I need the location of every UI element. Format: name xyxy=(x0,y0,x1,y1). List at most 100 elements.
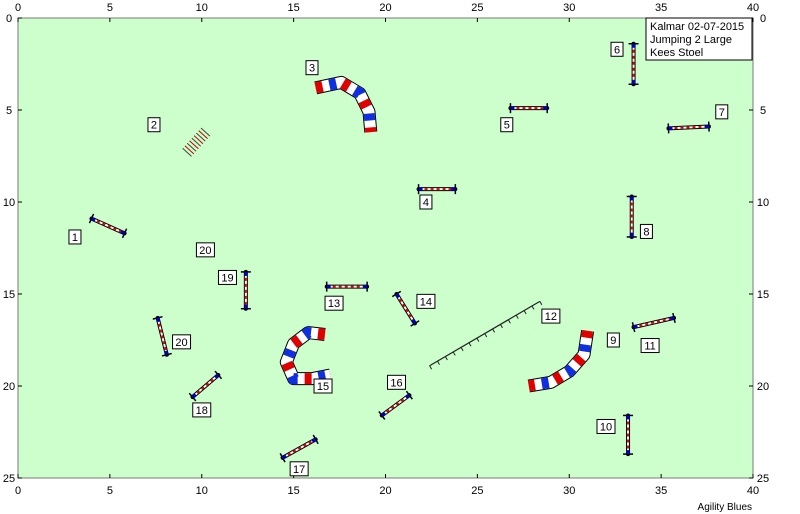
jump-wing xyxy=(672,312,676,323)
obstacle-20-jump: 20 xyxy=(152,315,192,357)
info-box: Kalmar 02-07-2015 Jumping 2 Large Kees S… xyxy=(645,17,753,61)
obstacle-20-marker: 20 xyxy=(195,242,215,258)
wall-slat xyxy=(191,137,202,147)
jump-pole-red xyxy=(668,125,709,130)
obstacle-number: 9 xyxy=(610,335,616,347)
wall-slat xyxy=(193,135,204,145)
obstacle-number: 5 xyxy=(504,120,510,132)
obstacle-number-box xyxy=(147,117,161,133)
longjump-tick xyxy=(515,314,519,319)
x-tick-label-top: 15 xyxy=(288,2,300,14)
obstacle-number: 7 xyxy=(719,107,725,119)
footer-label: Agility Blues xyxy=(698,502,752,513)
longjump-tick xyxy=(507,319,511,324)
obstacle-19-jump: 19 xyxy=(217,269,251,311)
x-tick-label-top: 35 xyxy=(655,2,667,14)
obstacle-number-box xyxy=(305,60,319,76)
info-judge: Kees Stoel xyxy=(650,47,703,59)
jump-end-left xyxy=(633,324,638,329)
y-tick-label-left: 0 xyxy=(6,13,12,25)
obstacle-number: 2 xyxy=(151,120,157,132)
info-event: Kalmar 02-07-2015 xyxy=(650,21,744,33)
jump-pole-red xyxy=(156,317,168,355)
jump-end-left xyxy=(90,217,96,222)
obstacle-number: 14 xyxy=(420,296,432,308)
obstacle-1-jump: 1 xyxy=(68,213,128,245)
longjump-tick xyxy=(444,356,448,361)
wall-slat xyxy=(196,132,206,142)
x-tick-label-top: 5 xyxy=(107,2,113,14)
obstacle-15-tunnel: 15 xyxy=(279,326,333,394)
x-tick-label-top: 0 xyxy=(15,2,21,14)
x-tick-label-bottom: 30 xyxy=(563,485,575,497)
jump-end-right xyxy=(120,230,126,235)
obstacle-number: 17 xyxy=(293,464,305,476)
obstacle-number-box xyxy=(195,242,215,258)
jump-end-right xyxy=(311,438,317,443)
x-tick-label-bottom: 5 xyxy=(107,485,113,497)
longjump-tick xyxy=(500,324,503,329)
obstacle-number: 3 xyxy=(309,63,315,75)
jump-end-left xyxy=(380,411,386,417)
obstacle-number-box xyxy=(639,223,653,239)
obstacle-number-box xyxy=(313,378,333,394)
wall-slat xyxy=(182,147,192,157)
obstacle-8-jump: 8 xyxy=(626,194,653,239)
wall-slat xyxy=(200,127,211,137)
longjump-rail xyxy=(429,300,541,367)
longjump-tick xyxy=(429,365,433,370)
longjump-tick xyxy=(492,328,496,333)
obstacle-9-tunnel: 9 xyxy=(527,329,620,393)
x-tick-label-top: 30 xyxy=(563,2,575,14)
x-tick-label-bottom: 25 xyxy=(471,485,483,497)
longjump-tick xyxy=(476,337,480,342)
x-tick-label-top: 40 xyxy=(747,2,759,14)
obstacle-number-box xyxy=(610,41,624,57)
obstacle-number-box xyxy=(640,338,660,354)
obstacle-6-jump: 6 xyxy=(610,41,639,87)
wall-slat xyxy=(184,145,195,155)
jump-pole-red xyxy=(91,217,125,235)
longjump-tick xyxy=(531,305,535,310)
longjump-tick xyxy=(437,360,440,365)
tunnel-blue-bands xyxy=(527,329,594,392)
jump-end-right xyxy=(214,373,220,379)
obstacle-number-box xyxy=(387,374,407,390)
obstacle-number: 12 xyxy=(545,311,557,323)
obstacle-number: 19 xyxy=(221,272,233,284)
obstacle-number: 20 xyxy=(199,245,211,257)
obstacle-11-jump: 11 xyxy=(631,312,676,354)
x-tick-label-bottom: 40 xyxy=(747,485,759,497)
obstacle-number: 1 xyxy=(72,232,78,244)
obstacle-number: 15 xyxy=(317,381,329,393)
obstacle-5-jump: 5 xyxy=(500,103,550,133)
longjump-tick xyxy=(452,351,456,356)
y-tick-label-right: 5 xyxy=(760,105,766,117)
obstacle-number-box xyxy=(324,295,344,311)
obstacle-number: 13 xyxy=(328,298,340,310)
obstacle-18-jump: 18 xyxy=(188,370,223,418)
jump-end-left xyxy=(156,317,161,323)
jump-end-right xyxy=(405,393,411,399)
jump-wing xyxy=(152,315,163,320)
obstacle-number-box xyxy=(172,334,192,350)
obstacle-number: 20 xyxy=(175,337,187,349)
y-tick-label-left: 20 xyxy=(3,381,15,393)
obstacle-number-box xyxy=(419,194,433,210)
x-tick-label-top: 20 xyxy=(379,2,391,14)
jump-end-left xyxy=(281,454,287,460)
longjump-tick xyxy=(460,347,464,352)
obstacle-10-jump: 10 xyxy=(596,413,634,457)
obstacle-number-box xyxy=(596,418,616,434)
jump-end-right xyxy=(669,316,675,321)
x-tick-label-bottom: 35 xyxy=(655,485,667,497)
obstacle-number: 10 xyxy=(600,421,612,433)
obstacle-13-jump: 13 xyxy=(324,281,370,311)
jump-pole-white xyxy=(381,394,410,417)
info-class: Jumping 2 Large xyxy=(650,34,732,46)
x-tick-label-top: 10 xyxy=(196,2,208,14)
obstacle-number-box xyxy=(289,461,309,477)
